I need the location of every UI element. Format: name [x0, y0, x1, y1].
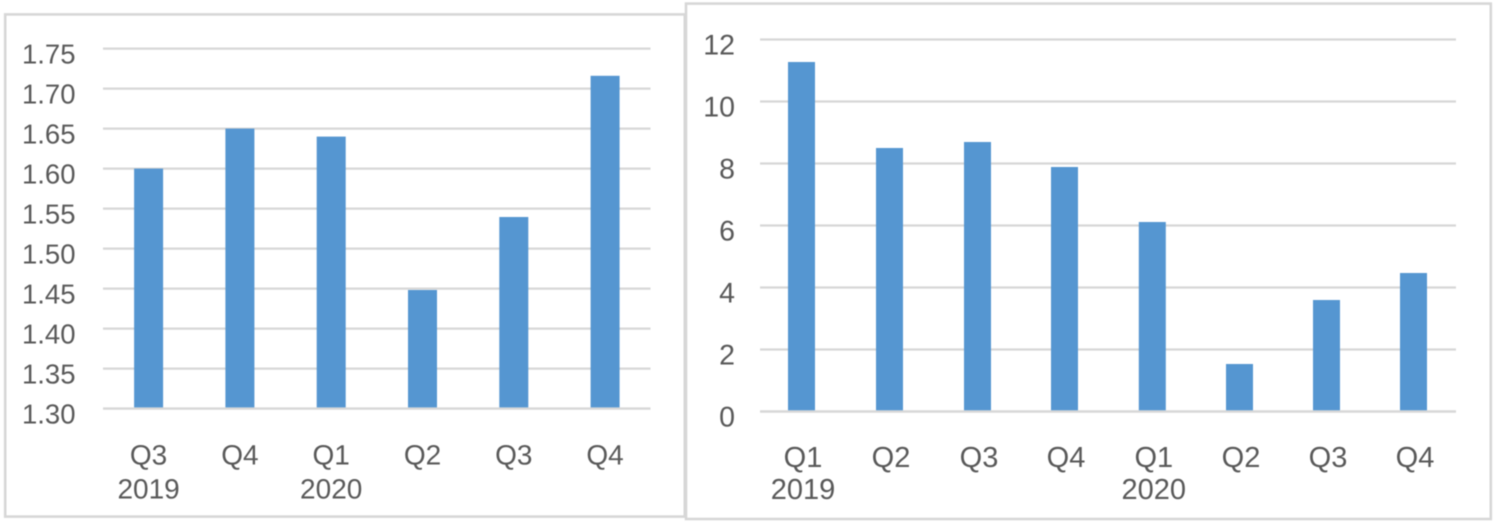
svg-text:4: 4: [719, 278, 735, 310]
svg-text:2019: 2019: [117, 474, 179, 505]
svg-text:Q2: Q2: [404, 439, 441, 470]
svg-text:1.70: 1.70: [22, 79, 76, 110]
svg-text:1.75: 1.75: [22, 39, 76, 70]
svg-text:Q1: Q1: [784, 442, 823, 474]
svg-text:2020: 2020: [300, 474, 362, 505]
svg-text:12: 12: [703, 30, 735, 62]
svg-text:Q1: Q1: [1134, 442, 1173, 474]
svg-text:Q2: Q2: [872, 442, 911, 474]
svg-text:Q3: Q3: [960, 442, 999, 474]
svg-text:Q1: Q1: [313, 439, 350, 470]
svg-text:Q4: Q4: [221, 439, 258, 470]
svg-text:10: 10: [703, 92, 735, 124]
svg-text:8: 8: [719, 154, 735, 186]
svg-text:1.30: 1.30: [22, 399, 76, 430]
svg-text:6: 6: [719, 216, 735, 248]
svg-text:1.60: 1.60: [22, 159, 76, 190]
svg-text:Q3: Q3: [495, 439, 532, 470]
svg-text:Q3: Q3: [1309, 442, 1348, 474]
svg-text:Q3: Q3: [130, 439, 167, 470]
svg-text:1.35: 1.35: [22, 359, 76, 390]
svg-text:Q4: Q4: [1047, 442, 1086, 474]
svg-text:1.40: 1.40: [22, 319, 76, 350]
svg-text:2019: 2019: [771, 474, 836, 506]
svg-text:Q4: Q4: [586, 439, 623, 470]
svg-text:Q2: Q2: [1222, 442, 1261, 474]
svg-text:1.65: 1.65: [22, 119, 76, 150]
svg-text:1.55: 1.55: [22, 199, 76, 230]
svg-text:Q4: Q4: [1396, 442, 1435, 474]
svg-text:2020: 2020: [1122, 474, 1187, 506]
svg-text:2: 2: [719, 340, 735, 372]
svg-text:1.45: 1.45: [22, 279, 76, 310]
svg-text:1.50: 1.50: [22, 239, 76, 270]
svg-text:0: 0: [719, 402, 735, 434]
